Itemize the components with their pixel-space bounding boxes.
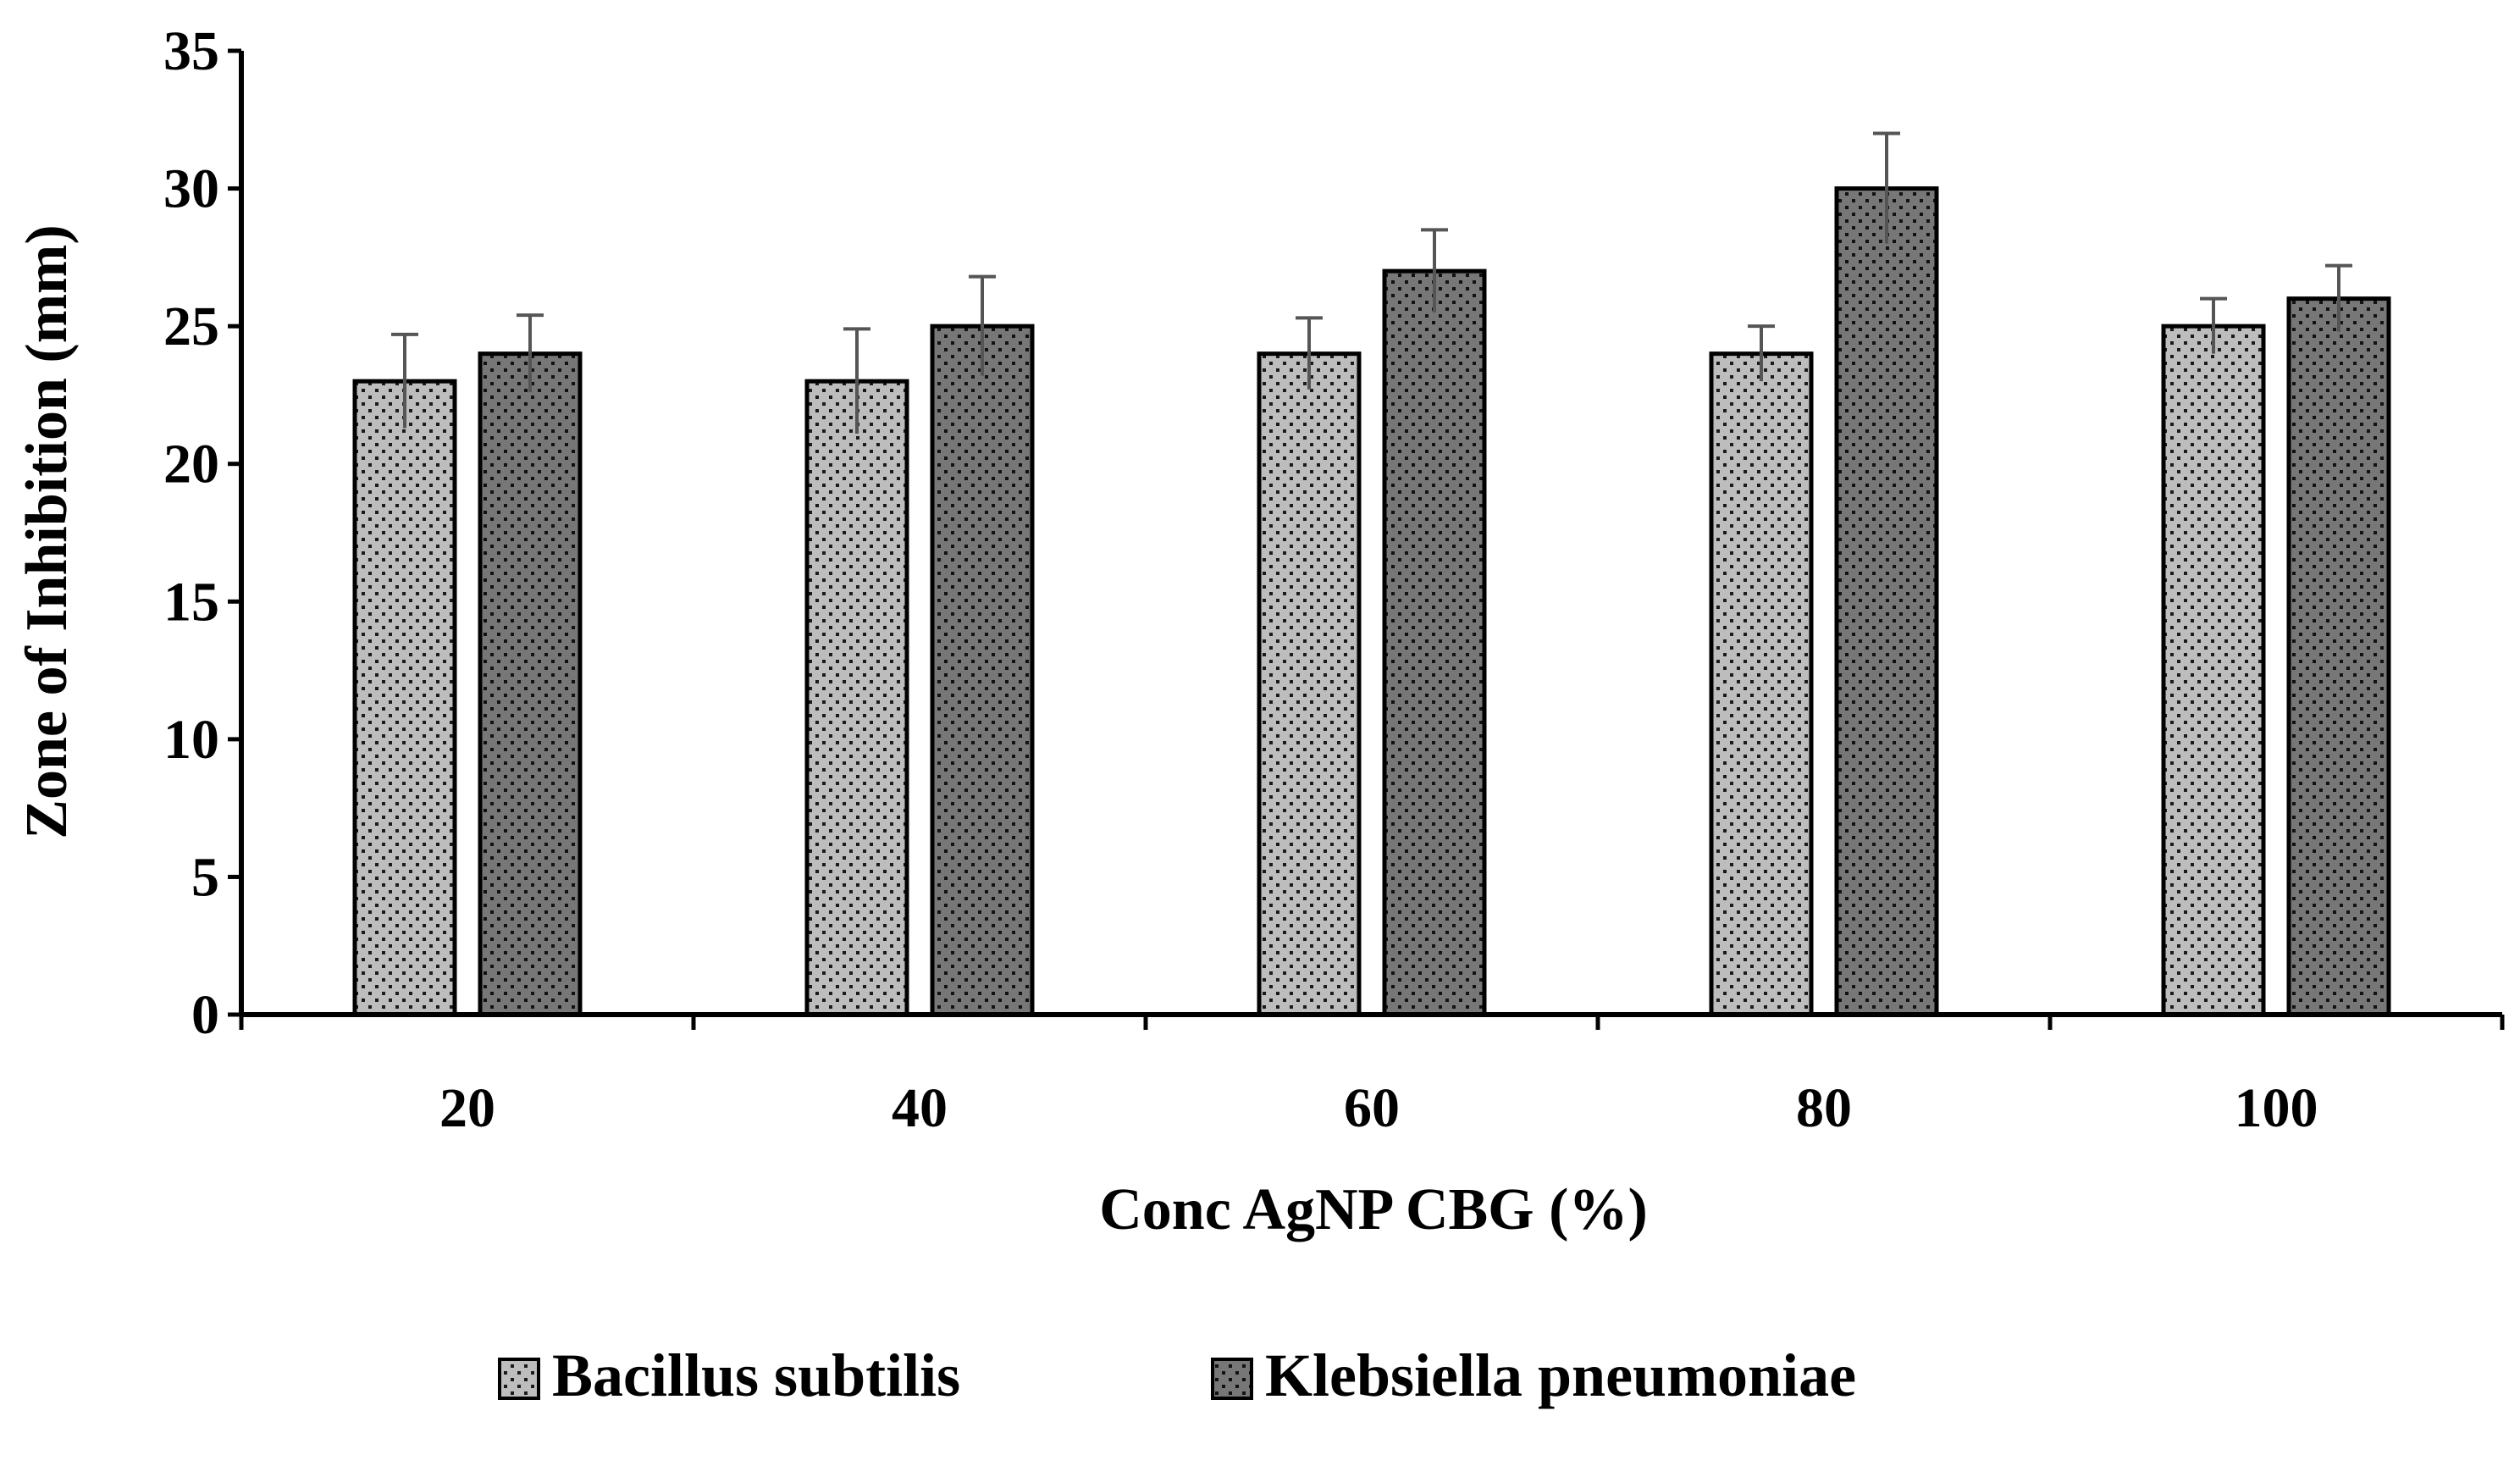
bar-klebsiella-pneumoniae-80 — [1834, 186, 1939, 1017]
error-bar-bacillus-subtilis-100 — [2200, 296, 2227, 354]
legend-swatch-bacillus-subtilis — [498, 1358, 540, 1400]
error-bar-klebsiella-pneumoniae-20 — [517, 313, 544, 393]
legend-label-bacillus-subtilis: Bacillus subtilis — [552, 1342, 960, 1409]
bar-bacillus-subtilis-100 — [2161, 324, 2266, 1017]
error-bar-bacillus-subtilis-80 — [1748, 324, 1775, 382]
error-bar-klebsiella-pneumoniae-60 — [1421, 228, 1448, 313]
x-tick-label-40: 40 — [892, 1077, 948, 1139]
error-bar-klebsiella-pneumoniae-80 — [1873, 131, 1900, 244]
y-tick-label: 35 — [163, 20, 219, 82]
y-tick-label: 15 — [163, 571, 219, 633]
y-tick-label: 0 — [191, 984, 219, 1046]
legend: Bacillus subtilis Klebsiella pneumoniae — [498, 1342, 1856, 1409]
bar-klebsiella-pneumoniae-40 — [930, 324, 1035, 1017]
bar-bacillus-subtilis-80 — [1709, 351, 1814, 1017]
bar-klebsiella-pneumoniae-20 — [478, 351, 583, 1017]
x-tick-label-100: 100 — [2235, 1077, 2318, 1139]
bar-klebsiella-pneumoniae-100 — [2286, 296, 2391, 1017]
x-tick-label-80: 80 — [1796, 1077, 1852, 1139]
error-bar-klebsiella-pneumoniae-40 — [969, 274, 996, 376]
y-tick-label: 10 — [163, 709, 219, 771]
bars-layer — [352, 186, 2391, 1017]
x-tick-label-20: 20 — [439, 1077, 495, 1139]
bar-bacillus-subtilis-40 — [804, 379, 909, 1017]
y-tick-label: 30 — [163, 158, 219, 220]
x-tick-label-60: 60 — [1344, 1077, 1400, 1139]
error-bar-klebsiella-pneumoniae-100 — [2325, 263, 2352, 332]
bar-bacillus-subtilis-60 — [1257, 351, 1362, 1017]
legend-label-klebsiella-pneumoniae: Klebsiella pneumoniae — [1265, 1342, 1856, 1409]
error-bars-layer — [391, 131, 2352, 434]
legend-swatch-klebsiella-pneumoniae — [1211, 1358, 1253, 1400]
axes-layer: 0 5 10 15 20 25 30 35 20 40 60 80 100 — [163, 20, 2505, 1139]
error-bar-bacillus-subtilis-60 — [1296, 316, 1323, 390]
y-tick-label: 25 — [163, 296, 219, 357]
y-axis-title: Zone of Inhibition (mm) — [14, 224, 80, 838]
y-tick-label: 20 — [163, 434, 219, 495]
error-bar-bacillus-subtilis-20 — [391, 332, 418, 429]
y-tick-label: 5 — [191, 846, 219, 908]
bar-bacillus-subtilis-20 — [352, 379, 457, 1017]
x-axis-title: Conc AgNP CBG (%) — [1099, 1177, 1648, 1242]
bar-klebsiella-pneumoniae-60 — [1382, 268, 1487, 1017]
error-bar-bacillus-subtilis-40 — [843, 327, 870, 434]
